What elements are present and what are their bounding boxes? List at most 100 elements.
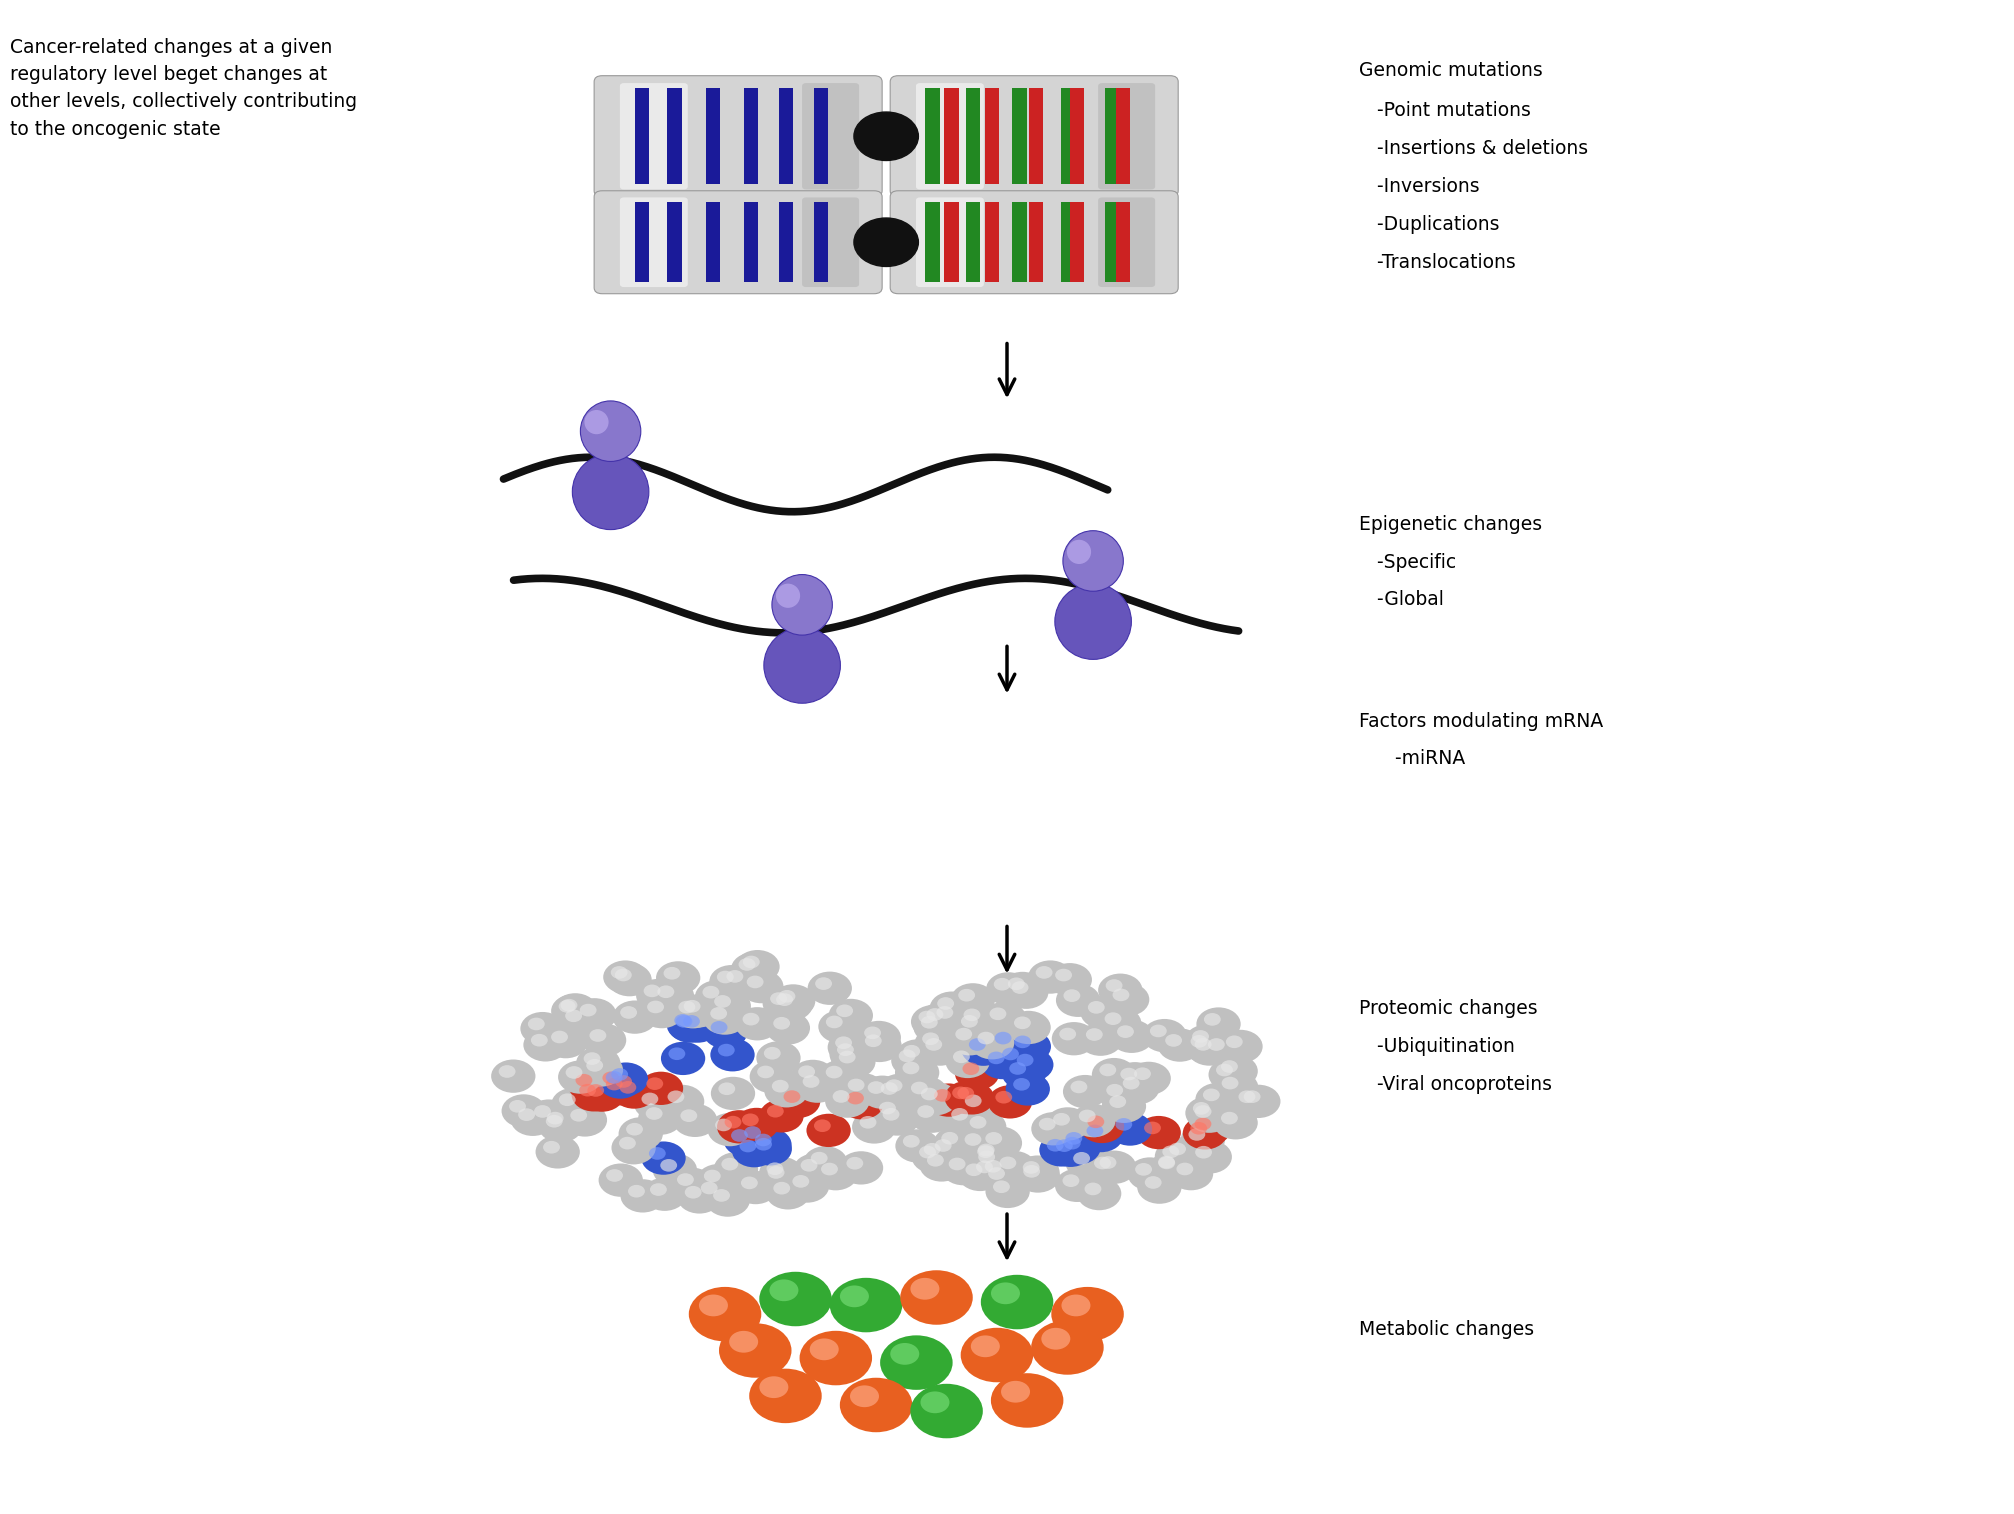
Circle shape [661, 1086, 705, 1119]
Circle shape [576, 1046, 620, 1079]
Circle shape [711, 1007, 727, 1020]
Circle shape [1196, 1083, 1241, 1116]
Circle shape [1029, 960, 1073, 993]
Circle shape [822, 1163, 838, 1175]
Circle shape [828, 999, 872, 1033]
Circle shape [1166, 1034, 1182, 1046]
FancyBboxPatch shape [967, 203, 981, 282]
Circle shape [1138, 1170, 1182, 1204]
Circle shape [1051, 1022, 1096, 1055]
Circle shape [1188, 1128, 1204, 1140]
Circle shape [713, 1188, 729, 1202]
Circle shape [981, 1046, 1025, 1079]
FancyBboxPatch shape [1116, 88, 1130, 185]
Circle shape [558, 1060, 602, 1093]
Circle shape [957, 1128, 1001, 1161]
Circle shape [695, 980, 739, 1013]
Circle shape [896, 1039, 941, 1072]
Circle shape [767, 1163, 783, 1175]
FancyBboxPatch shape [1069, 88, 1084, 185]
Circle shape [1106, 1084, 1124, 1096]
FancyBboxPatch shape [1069, 203, 1084, 282]
Circle shape [719, 964, 763, 998]
Circle shape [830, 1278, 902, 1332]
Circle shape [769, 1279, 798, 1301]
Circle shape [969, 1116, 987, 1128]
Circle shape [848, 1092, 864, 1104]
Circle shape [904, 1076, 949, 1110]
Circle shape [769, 987, 814, 1020]
Circle shape [1120, 1067, 1138, 1081]
Circle shape [977, 1154, 1021, 1187]
FancyBboxPatch shape [985, 88, 999, 185]
Circle shape [711, 1020, 727, 1034]
Circle shape [882, 1108, 900, 1120]
Circle shape [838, 1051, 856, 1063]
Circle shape [1112, 989, 1130, 1001]
Circle shape [749, 1060, 794, 1093]
Circle shape [604, 960, 649, 993]
Circle shape [874, 1076, 918, 1110]
Circle shape [1015, 1036, 1031, 1048]
Circle shape [707, 1113, 751, 1146]
Circle shape [620, 1081, 636, 1093]
Circle shape [779, 990, 796, 1002]
Circle shape [969, 1155, 1013, 1188]
Circle shape [850, 1385, 878, 1407]
Circle shape [735, 1108, 779, 1142]
Circle shape [916, 1137, 961, 1170]
Ellipse shape [1055, 584, 1132, 660]
Circle shape [612, 1131, 657, 1164]
Circle shape [725, 1116, 741, 1128]
Circle shape [1039, 1134, 1084, 1167]
Circle shape [673, 1104, 717, 1137]
Circle shape [612, 1001, 657, 1034]
Circle shape [826, 1084, 870, 1117]
Circle shape [1194, 1117, 1210, 1131]
FancyBboxPatch shape [1061, 88, 1075, 185]
Circle shape [723, 1123, 767, 1157]
FancyBboxPatch shape [890, 76, 1178, 197]
Circle shape [558, 1093, 576, 1107]
Text: -Specific: -Specific [1359, 553, 1456, 572]
Circle shape [759, 1157, 804, 1190]
Circle shape [544, 1025, 588, 1058]
Circle shape [828, 1031, 872, 1064]
Circle shape [993, 1181, 1009, 1193]
Circle shape [987, 1052, 1005, 1064]
Circle shape [993, 978, 1011, 990]
Circle shape [582, 1023, 626, 1057]
Circle shape [709, 964, 753, 998]
Circle shape [667, 1008, 711, 1042]
Circle shape [731, 1129, 747, 1142]
Circle shape [930, 992, 975, 1025]
Circle shape [558, 1001, 576, 1013]
Circle shape [1186, 1099, 1231, 1132]
Circle shape [634, 1087, 679, 1120]
FancyBboxPatch shape [1098, 83, 1156, 189]
Circle shape [598, 1163, 642, 1196]
Circle shape [1150, 1151, 1194, 1184]
Circle shape [826, 1066, 842, 1078]
Ellipse shape [771, 574, 832, 634]
Circle shape [910, 1005, 955, 1039]
Circle shape [646, 1078, 663, 1090]
Circle shape [1204, 1013, 1220, 1025]
Circle shape [570, 1108, 588, 1122]
Circle shape [934, 1139, 951, 1152]
Circle shape [1136, 1116, 1180, 1149]
Ellipse shape [775, 583, 800, 607]
Circle shape [1108, 1113, 1152, 1146]
Circle shape [566, 1010, 582, 1022]
Circle shape [872, 1096, 916, 1129]
Circle shape [667, 1090, 685, 1104]
Text: Cancer-related changes at a given
regulatory level beget changes at
other levels: Cancer-related changes at a given regula… [10, 38, 356, 139]
Circle shape [926, 1154, 945, 1167]
Circle shape [749, 1369, 822, 1423]
Circle shape [981, 1161, 1025, 1195]
Circle shape [969, 1140, 1013, 1173]
Circle shape [894, 1055, 939, 1089]
Circle shape [1182, 1116, 1227, 1149]
Circle shape [701, 1181, 717, 1195]
Circle shape [731, 1134, 775, 1167]
